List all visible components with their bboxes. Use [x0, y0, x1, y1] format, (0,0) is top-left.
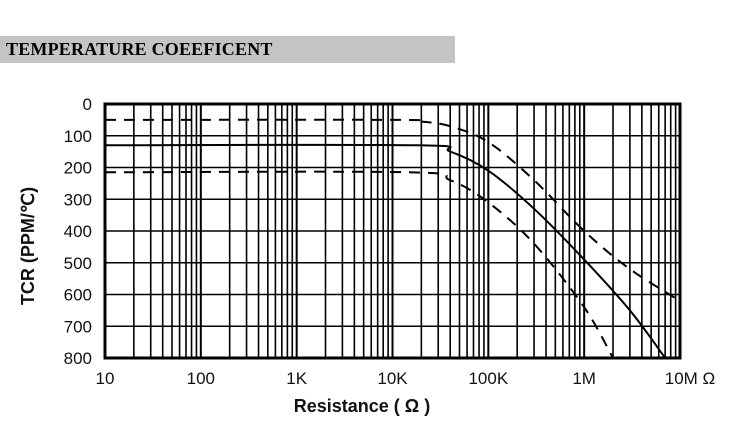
y-tick-label: 100 — [64, 127, 92, 146]
y-tick-label: 800 — [64, 349, 92, 368]
x-tick-label: 10K — [377, 369, 408, 388]
y-axis-title: TCR (PPM/℃) — [18, 187, 38, 305]
page-title: TEMPERATURE COEEFICENT — [6, 39, 273, 59]
plot-frame — [103, 102, 682, 360]
series-line-solid — [104, 143, 667, 359]
series-line-dashed — [104, 118, 681, 302]
y-tick-label: 500 — [64, 254, 92, 273]
x-tick-label: 10 — [96, 369, 115, 388]
x-axis-title: Resistance ( Ω ) — [294, 396, 430, 416]
x-tick-label: 100 — [187, 369, 215, 388]
x-tick-label: 10M Ω — [665, 369, 716, 388]
grid — [104, 104, 680, 358]
x-tick-labels: 10 100 1K 10K 100K 1M 10M Ω — [96, 369, 716, 388]
y-tick-labels: 0 100 200 300 400 500 600 700 800 — [64, 95, 92, 368]
series-line-dashed — [104, 170, 614, 359]
x-tick-label: 1M — [572, 369, 596, 388]
x-tick-label: 1K — [286, 369, 307, 388]
y-tick-label: 0 — [83, 95, 92, 114]
y-tick-label: 400 — [64, 222, 92, 241]
y-tick-label: 200 — [64, 159, 92, 178]
y-tick-label: 600 — [64, 286, 92, 305]
y-tick-label: 700 — [64, 317, 92, 336]
series-group — [104, 118, 681, 359]
y-tick-label: 300 — [64, 190, 92, 209]
title-bar: TEMPERATURE COEEFICENT — [0, 36, 455, 63]
x-tick-label: 100K — [468, 369, 508, 388]
